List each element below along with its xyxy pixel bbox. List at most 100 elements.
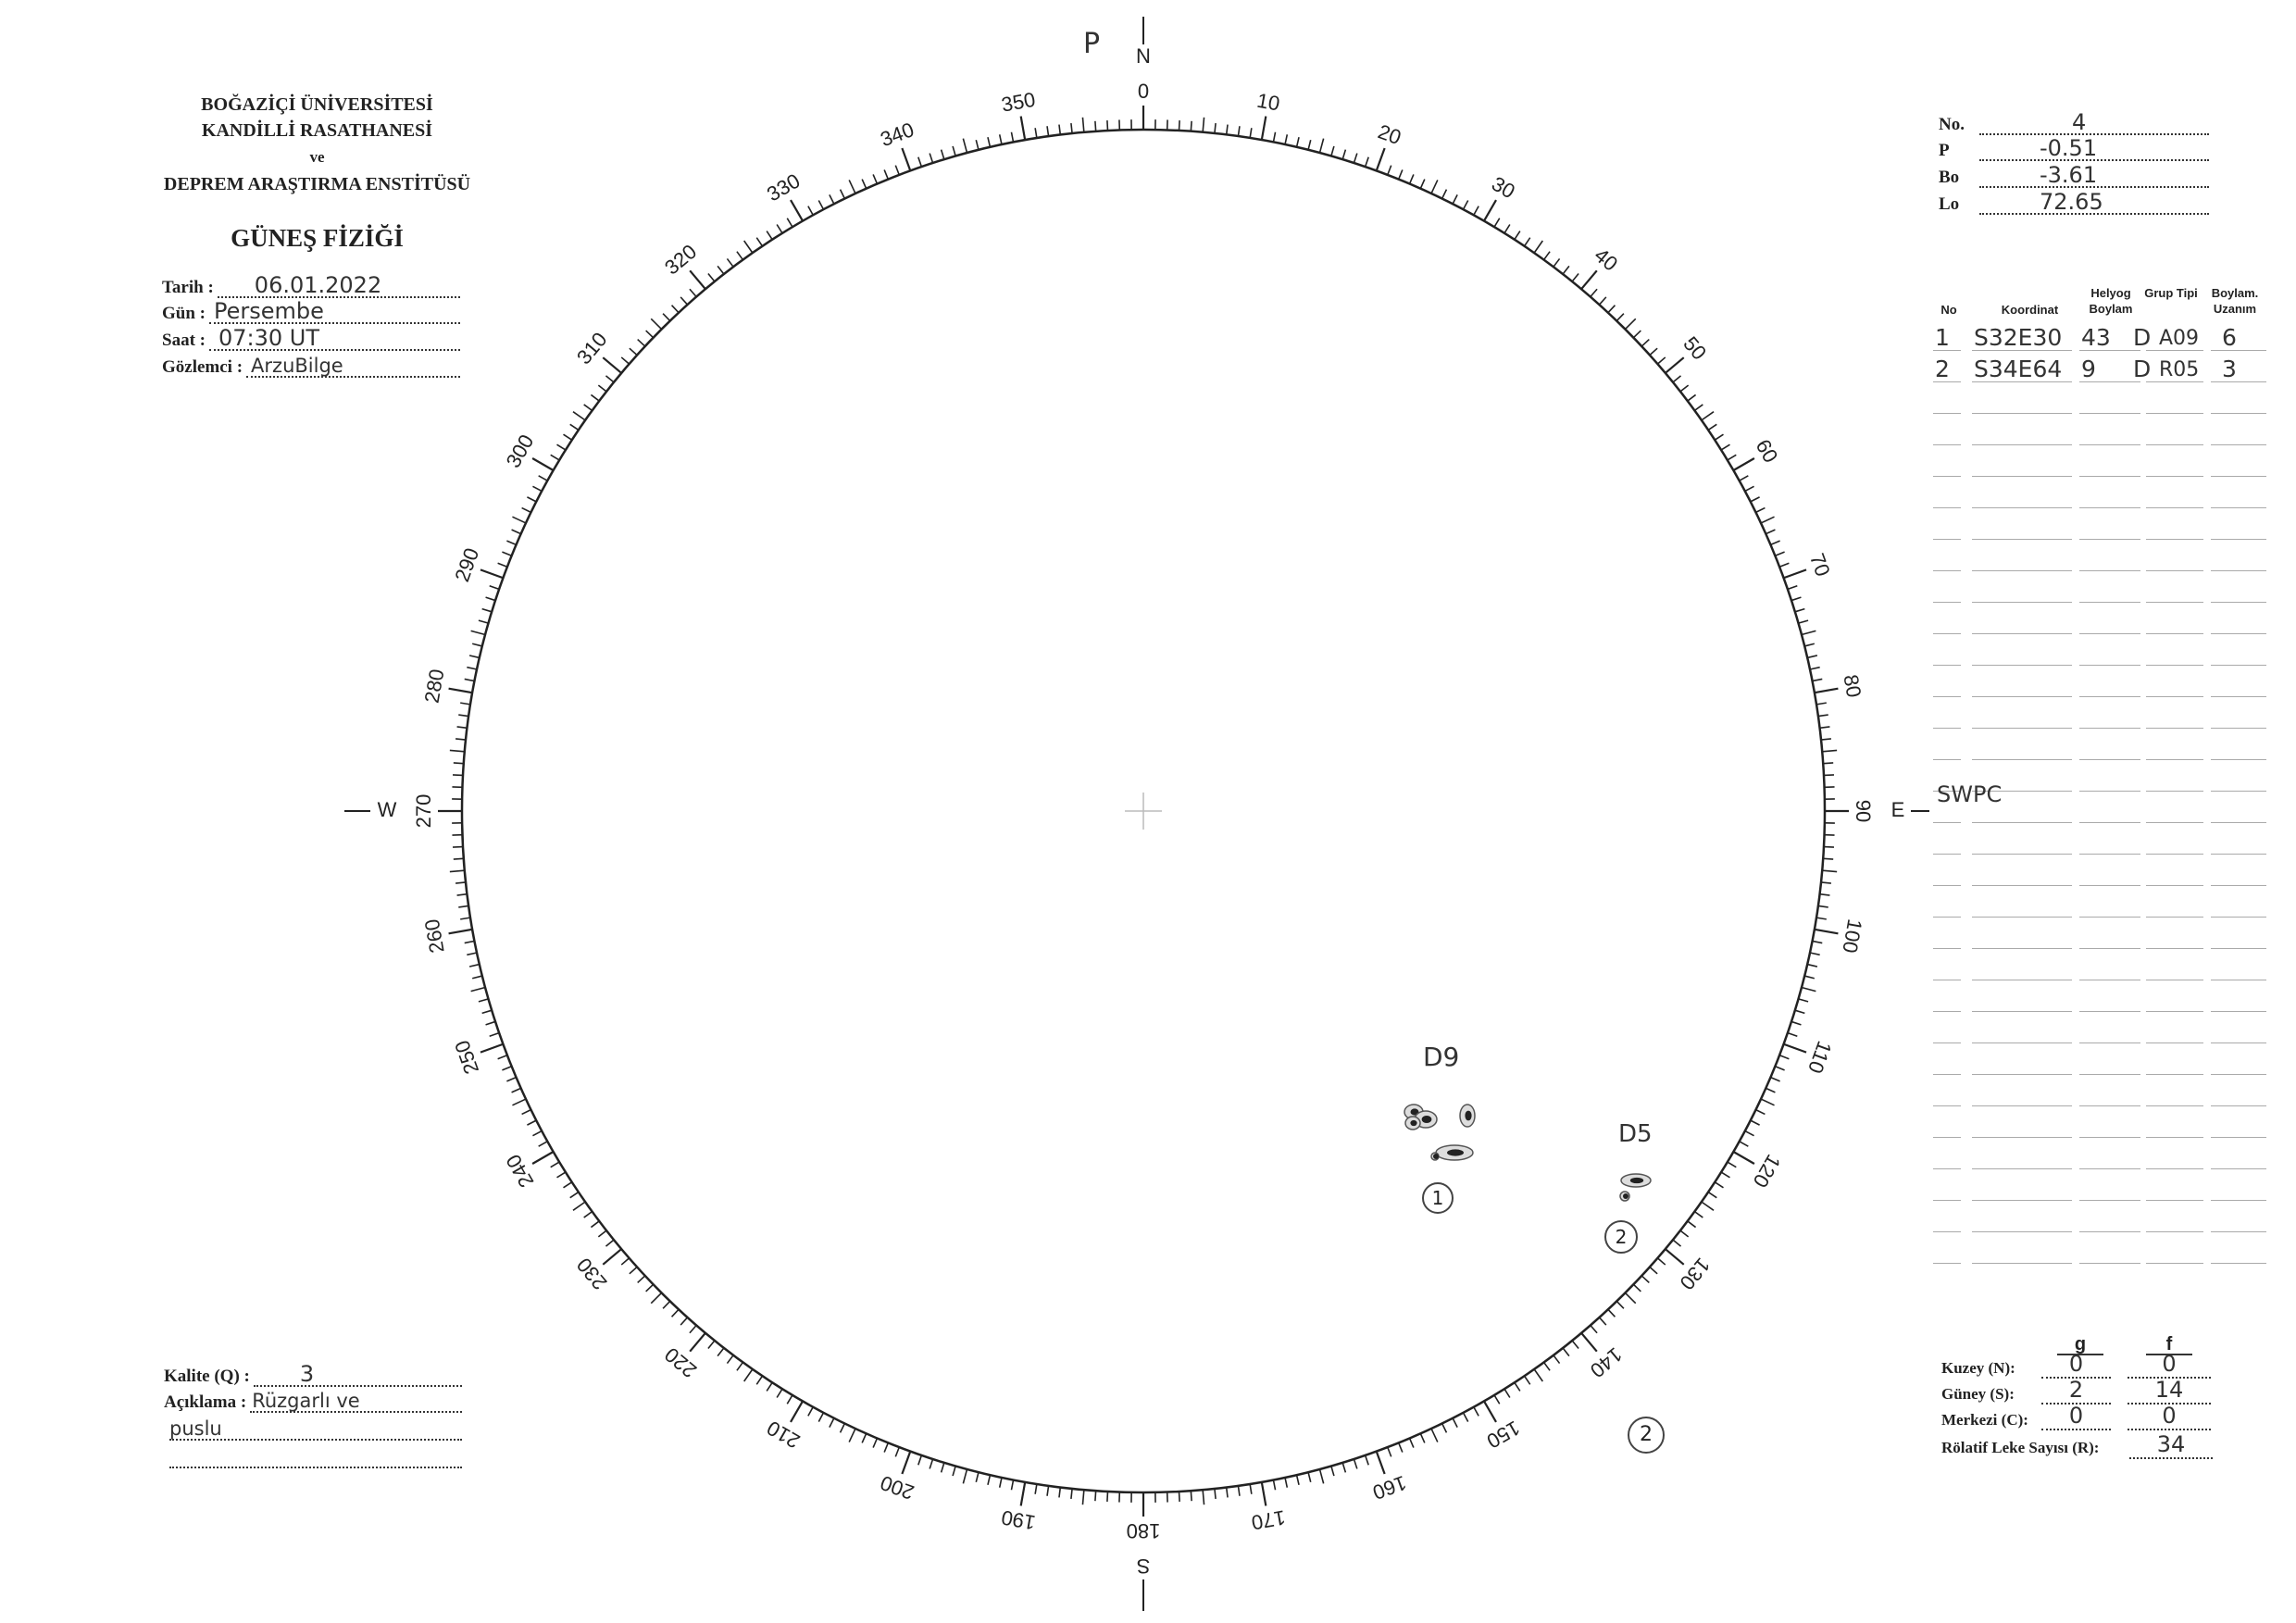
row-line <box>1933 759 1961 760</box>
row-line <box>2211 791 2266 792</box>
tick-mark <box>1679 1230 1690 1238</box>
row-line <box>2146 948 2203 949</box>
tick-mark <box>1542 251 1551 261</box>
tick-mark <box>1034 1483 1038 1494</box>
sunspot-umbra <box>1447 1149 1464 1156</box>
row-line <box>2211 633 2266 634</box>
table-row <box>1933 1232 2266 1264</box>
tick-label: 230 <box>572 1254 612 1294</box>
row-line <box>2079 791 2140 792</box>
tick-mark <box>1462 1412 1469 1422</box>
row-line <box>1933 507 1961 508</box>
tick-mark <box>707 272 716 282</box>
bo-value: -3.61 <box>2040 162 2098 188</box>
institution-line4: DEPREM ARAŞTIRMA ENSTİTÜSÜ <box>163 174 471 194</box>
row-line <box>1972 1074 2072 1075</box>
tick-mark <box>1590 1324 1598 1334</box>
day-value: Persembe <box>214 298 324 324</box>
remark-line3-field <box>169 1448 462 1468</box>
tick-mark <box>1794 607 1805 613</box>
tick-mark <box>1812 678 1823 682</box>
row-line <box>2146 1231 2203 1232</box>
row-line <box>2079 1168 2140 1169</box>
row-line <box>1933 728 1961 729</box>
tick-mark <box>1318 138 1325 154</box>
row-line <box>1933 917 1961 918</box>
tick-mark <box>917 1454 923 1466</box>
table-row <box>1933 697 2266 729</box>
tick-mark <box>512 516 527 524</box>
row-line <box>1972 570 2072 571</box>
tick-mark <box>556 443 567 451</box>
tick-mark <box>1202 117 1205 132</box>
row-line <box>2146 791 2203 792</box>
cell-koordinat: S32E30 <box>1974 324 2063 351</box>
tick-mark <box>481 607 493 613</box>
tick-mark <box>1260 1481 1267 1506</box>
tick-mark <box>1817 905 1828 908</box>
tick-mark <box>1665 1248 1685 1266</box>
tick-mark <box>1553 1355 1561 1365</box>
table-row <box>1933 477 2266 508</box>
row-line <box>1972 665 2072 666</box>
row-line <box>2079 413 2140 414</box>
tick-mark <box>452 845 464 848</box>
g-header: g <box>2057 1335 2103 1355</box>
tick-mark <box>1814 687 1839 694</box>
tick-mark <box>583 404 593 412</box>
tick-mark <box>1307 1471 1312 1483</box>
remark-label: Açıklama : <box>164 1392 247 1412</box>
tick-mark <box>872 1438 879 1448</box>
department-title: GÜNEŞ FİZİĞİ <box>231 224 404 252</box>
institution-line1: BOĞAZİÇİ ÜNİVERSİTESİ <box>201 94 433 115</box>
tick-mark <box>511 1087 521 1093</box>
tick-mark <box>998 1477 1003 1488</box>
row-line <box>1972 539 2072 540</box>
date-field: Tarih : 06.01.2022 <box>162 274 460 298</box>
table-row <box>1933 445 2266 477</box>
tick-mark <box>1817 714 1828 718</box>
tick-mark <box>717 1347 725 1357</box>
row-line <box>1972 1263 2072 1264</box>
tick-mark <box>829 194 835 205</box>
tick-mark <box>1707 1191 1717 1199</box>
tick-mark <box>848 1428 856 1442</box>
row-line <box>1972 602 2072 603</box>
tick-mark <box>987 136 992 148</box>
tick-mark <box>1353 153 1358 164</box>
tick-mark <box>1225 1487 1229 1498</box>
tick-mark <box>1562 265 1570 275</box>
date-label: Tarih : <box>162 278 214 297</box>
sunspot-umbra <box>1421 1115 1432 1124</box>
tick-mark <box>1106 1491 1109 1503</box>
tick-mark <box>531 1151 555 1165</box>
row-line <box>2211 1263 2266 1264</box>
tick-mark <box>1019 1481 1027 1506</box>
table-row <box>1933 414 2266 445</box>
row-line <box>2146 696 2203 697</box>
tick-mark <box>1441 1423 1448 1433</box>
row-line <box>2146 885 2203 886</box>
center-f-value: 0 <box>2162 1403 2177 1429</box>
tick-mark <box>680 296 689 306</box>
north-g-field: 0 <box>2041 1353 2111 1379</box>
tick-mark <box>1801 986 1816 993</box>
row-line <box>2079 350 2140 351</box>
row-line <box>1933 948 1961 949</box>
tick-mark <box>527 1119 537 1126</box>
tick-label: 280 <box>420 668 449 705</box>
tick-mark <box>1798 998 1809 1003</box>
row-line <box>2079 665 2140 666</box>
tick-mark <box>1783 568 1807 580</box>
tick-mark <box>1034 128 1038 139</box>
tick-mark <box>1607 1308 1616 1317</box>
row-line <box>1933 696 1961 697</box>
tick-mark <box>1750 496 1760 503</box>
tick-mark <box>480 568 504 580</box>
tick-mark <box>1106 119 1109 131</box>
tick-mark <box>1387 165 1392 176</box>
no-field: No. 4 <box>1939 111 2209 135</box>
tick-mark <box>1190 120 1192 131</box>
tick-mark <box>1649 1266 1658 1275</box>
